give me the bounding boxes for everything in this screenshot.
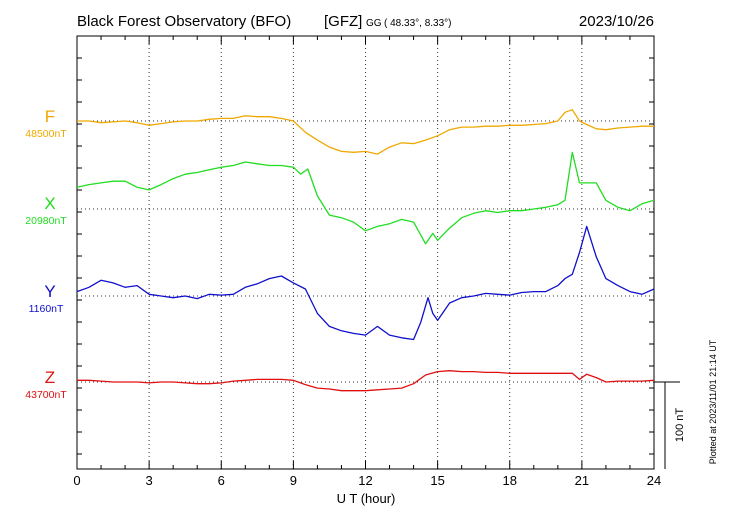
x-tick-label: 15 — [430, 473, 444, 488]
x-tick-label: 3 — [146, 473, 153, 488]
x-tick-label: 21 — [575, 473, 589, 488]
series-baseline-f: 48500nT — [25, 128, 67, 140]
series-name-f: F — [45, 107, 55, 126]
x-tick-label: 12 — [358, 473, 372, 488]
series-baseline-y: 1160nT — [29, 303, 64, 315]
coords-prefix: GG — [366, 18, 382, 29]
series-name-x: X — [44, 194, 55, 213]
series-line-f — [77, 109, 654, 155]
x-tick-label: 24 — [647, 473, 661, 488]
x-axis-ticks: 0 3 6 9 12 15 18 21 24 — [73, 36, 661, 488]
series-baseline-z: 43700nT — [25, 389, 67, 401]
org-label: [GFZ] — [324, 13, 362, 30]
series-name-z: Z — [45, 368, 55, 387]
series-layer: F 48500nT X 20980nT Y 1160nT Z 43700nT — [25, 107, 655, 401]
scale-bar-label: 100 nT — [674, 408, 686, 443]
x-tick-label: 6 — [218, 473, 225, 488]
series-line-z — [77, 370, 655, 392]
series-line-y — [76, 225, 655, 341]
x-axis-label: U T (hour) — [337, 491, 396, 506]
x-tick-label: 9 — [290, 473, 297, 488]
x-tick-label: 0 — [73, 473, 80, 488]
coords-label: ( 48.33°, 8.33°) — [384, 18, 451, 29]
series-name-y: Y — [44, 282, 55, 301]
grid — [77, 36, 654, 469]
series-line-x — [76, 151, 655, 245]
series-baseline-x: 20980nT — [25, 215, 67, 227]
date-label: 2023/10/26 — [579, 13, 654, 30]
plot-timestamp: Plotted at 2023/11/01 21:14 UT — [708, 339, 718, 464]
station-title: Black Forest Observatory (BFO) — [77, 13, 291, 30]
x-tick-label: 18 — [503, 473, 517, 488]
